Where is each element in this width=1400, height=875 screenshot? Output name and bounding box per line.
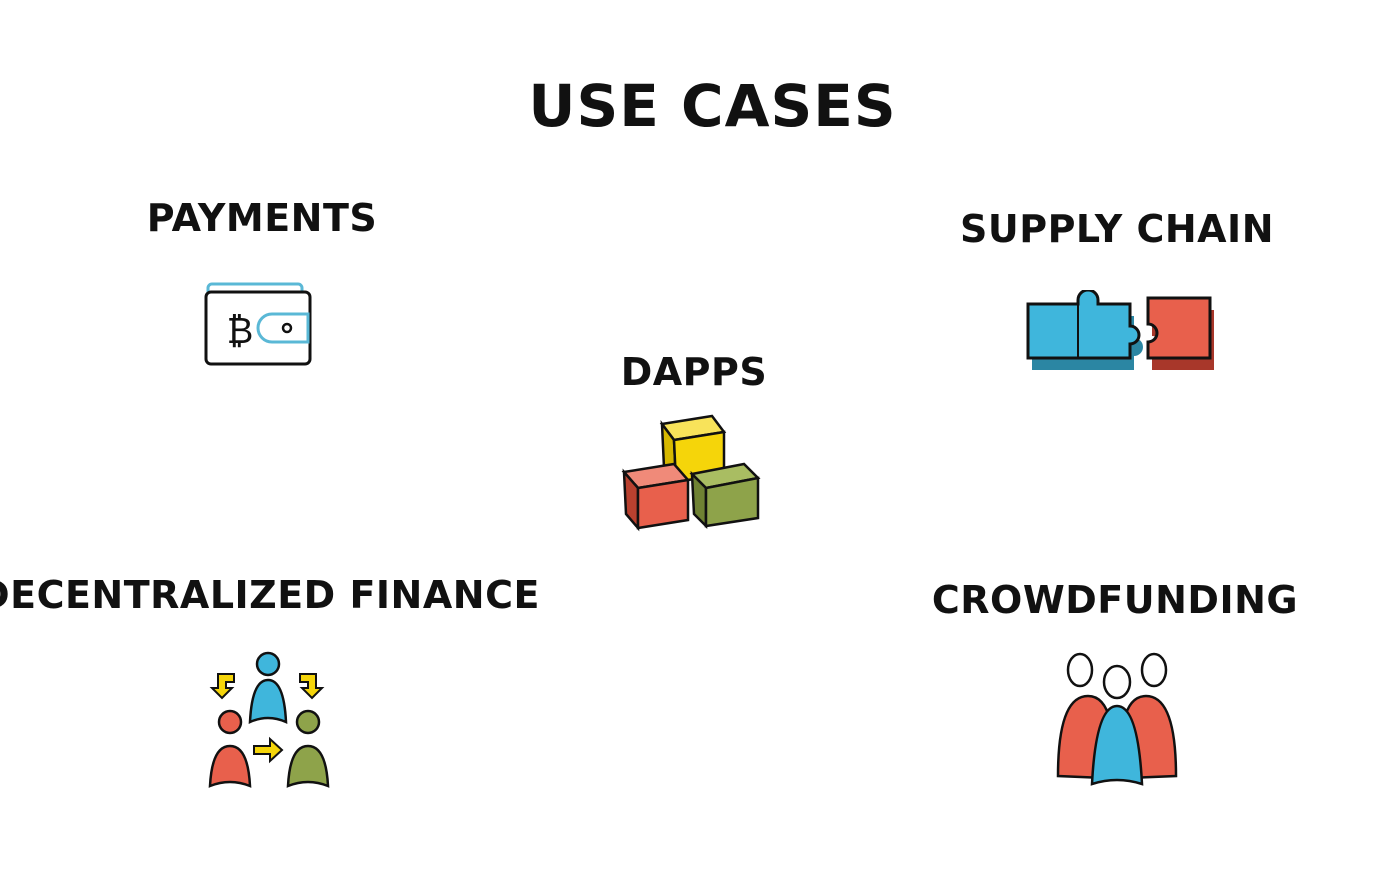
use-case-label-payments: PAYMENTS [146,196,378,240]
bitcoin-wallet-icon: ₿ [200,278,315,370]
diagram-title: USE CASES [528,72,897,140]
use-case-label-decentralized-finance: DECENTRALIZED FINANCE [0,573,540,617]
svg-text:₿: ₿ [227,311,254,352]
blocks-icon [620,410,765,532]
use-case-label-crowdfunding: CROWDFUNDING [931,578,1299,622]
use-case-label-supply-chain: SUPPLY CHAIN [959,207,1275,251]
use-case-label-dapps: DAPPS [620,350,768,394]
people-exchange-icon [204,648,332,790]
puzzle-pieces-icon [1020,290,1225,375]
crowd-icon [1052,652,1182,788]
